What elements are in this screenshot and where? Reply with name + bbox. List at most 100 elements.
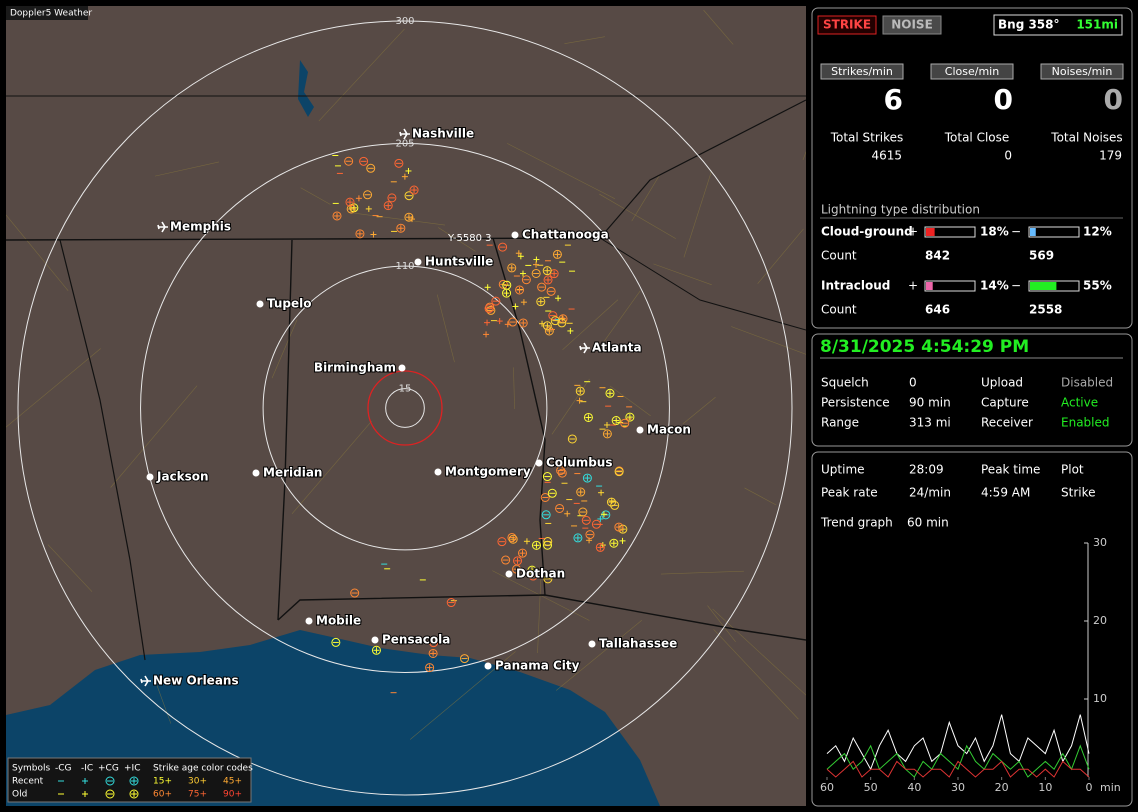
strike [498, 242, 508, 252]
strike-ring [332, 211, 342, 221]
city-dot [398, 364, 406, 372]
rate-label: Strikes/min [831, 65, 893, 78]
strike [483, 331, 490, 338]
x-tick-label: 50 [864, 781, 878, 794]
strike [542, 472, 552, 482]
strike-ring [610, 500, 620, 510]
strike [497, 537, 507, 547]
road [731, 326, 806, 355]
strike-ring [515, 285, 525, 295]
airport-icon [579, 342, 590, 354]
road [318, 28, 405, 122]
range-label: 110 [395, 261, 414, 272]
strike-button-label: STRIKE [823, 18, 871, 32]
strike-ring [425, 663, 435, 673]
strike [611, 416, 621, 426]
strike [371, 645, 381, 655]
strike [345, 197, 355, 207]
strike [429, 638, 439, 648]
strike [604, 421, 611, 428]
strike [582, 473, 592, 483]
city-dot [256, 300, 264, 308]
strike [404, 212, 414, 222]
strike-ring [350, 588, 360, 598]
city-label: Mobile [316, 614, 361, 628]
road [660, 570, 744, 575]
legend-age: 45+ [223, 777, 242, 787]
road [300, 187, 331, 205]
range-ring [385, 388, 425, 428]
title-tab [6, 6, 88, 20]
strike-ring [537, 282, 547, 292]
road [653, 263, 712, 286]
city-label: Jackson [156, 470, 209, 484]
strike-ring [507, 263, 517, 273]
total-label: Total Strikes [830, 131, 904, 145]
state-line [6, 237, 611, 241]
strike [396, 223, 406, 233]
strike [576, 397, 583, 404]
panel [811, 7, 1133, 329]
road [682, 396, 716, 425]
strike-ring [583, 412, 593, 422]
strike [546, 286, 556, 296]
strike [507, 263, 517, 273]
strike-ring [541, 510, 551, 520]
road [438, 227, 476, 252]
strike [504, 321, 511, 328]
dist-title: Lightning type distribution [821, 203, 980, 217]
bearing-box [993, 14, 1123, 36]
road [599, 193, 676, 239]
total-label: Total Noises [1050, 131, 1122, 145]
strike [523, 538, 530, 545]
rate-label: Close/min [945, 65, 999, 78]
city-label: New Orleans [153, 674, 239, 688]
dist-sign: + [908, 225, 918, 239]
strike [555, 503, 565, 513]
city-label: Columbus [546, 456, 613, 470]
strike-ring [614, 522, 624, 532]
strike-ring [396, 223, 406, 233]
legend-symbol [82, 791, 88, 797]
noise-button[interactable] [882, 15, 942, 35]
strike [409, 185, 419, 195]
strike [404, 191, 414, 201]
sym-ring [105, 776, 115, 786]
legend-symbol [105, 789, 115, 799]
strike [555, 295, 562, 302]
strike [428, 648, 438, 658]
strike-ring [486, 305, 496, 315]
strike-ring [528, 571, 538, 581]
setting-value: Enabled [1061, 416, 1110, 430]
strike [518, 318, 528, 328]
setting-label: Receiver [981, 416, 1033, 430]
strike [484, 319, 491, 326]
city-dot [535, 459, 543, 467]
rate-button [930, 63, 1014, 80]
city-label: Macon [647, 423, 691, 437]
dist-pct: 12% [1083, 225, 1112, 239]
x-unit: min [1100, 781, 1121, 794]
strike [542, 321, 552, 331]
legend-type: -CG [55, 764, 72, 774]
strike-ring [521, 275, 531, 285]
strike [350, 588, 360, 598]
strike [512, 303, 519, 310]
strike [405, 167, 412, 174]
strike-ring [585, 530, 595, 540]
strike-button[interactable] [817, 15, 877, 35]
trend-line [826, 744, 1090, 778]
strike-ring [531, 268, 541, 278]
road [154, 161, 220, 177]
strike [387, 193, 397, 203]
dist-bar [926, 282, 933, 290]
strike [557, 318, 567, 328]
strike [548, 311, 558, 321]
legend-type: +IC [124, 764, 140, 774]
road [703, 9, 734, 45]
city-label: Birmingham [314, 361, 396, 375]
stat-label: Plot [1061, 463, 1084, 477]
dist-count: 842 [925, 249, 950, 263]
y-tick-label: 10 [1093, 692, 1107, 705]
strike [520, 299, 527, 306]
